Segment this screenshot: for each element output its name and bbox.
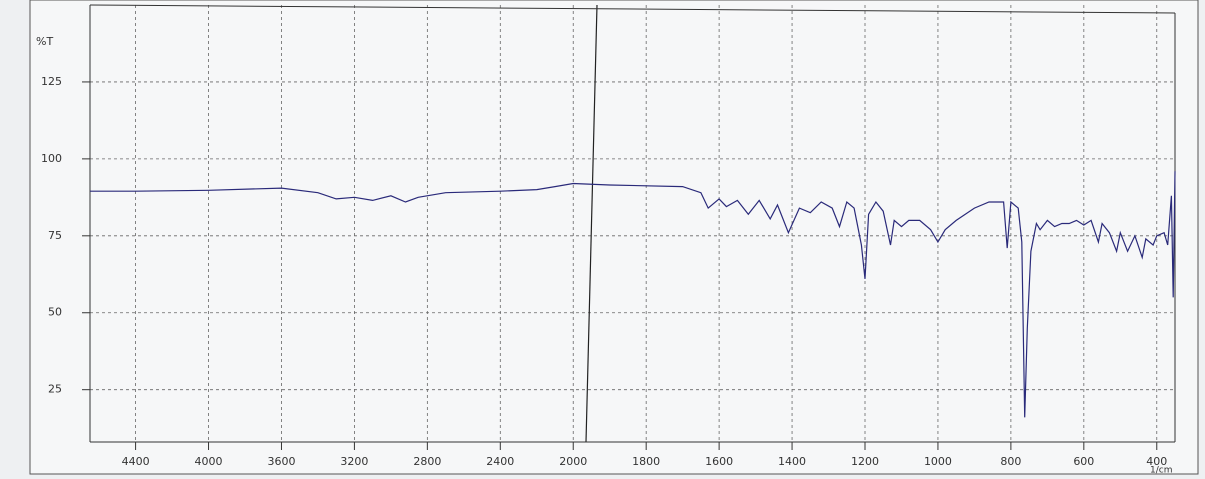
x-tick-label: 1800 xyxy=(632,455,660,468)
top-border xyxy=(89,4,1176,14)
x-tick-label: 2000 xyxy=(559,455,587,468)
x-axis-label: 1/cm xyxy=(1150,466,1172,476)
x-tick-label: 400 xyxy=(1146,455,1167,468)
x-tick-label: 1600 xyxy=(705,455,733,468)
y-tick-label: 75 xyxy=(48,229,62,242)
x-tick-label: 3200 xyxy=(340,455,368,468)
y-tick-label: 100 xyxy=(41,152,62,165)
x-tick-label: 2800 xyxy=(413,455,441,468)
frame xyxy=(29,0,1199,475)
x-tick-label: 1200 xyxy=(851,455,879,468)
x-tick-label: 4400 xyxy=(122,455,150,468)
x-tick-label: 600 xyxy=(1073,455,1094,468)
y-tick-label: 125 xyxy=(41,75,62,88)
y-tick-label: 50 xyxy=(48,306,62,319)
spectrum-line xyxy=(90,171,1176,418)
y-axis-label: %T xyxy=(36,35,53,48)
x-tick-label: 2400 xyxy=(486,455,514,468)
cursor-line xyxy=(585,4,598,443)
x-tick-label: 800 xyxy=(1000,455,1021,468)
y-tick-label: 25 xyxy=(48,383,62,396)
x-tick-label: 1400 xyxy=(778,455,806,468)
x-tick-label: 1000 xyxy=(924,455,952,468)
x-tick-label: 4000 xyxy=(195,455,223,468)
x-tick-label: 3600 xyxy=(267,455,295,468)
